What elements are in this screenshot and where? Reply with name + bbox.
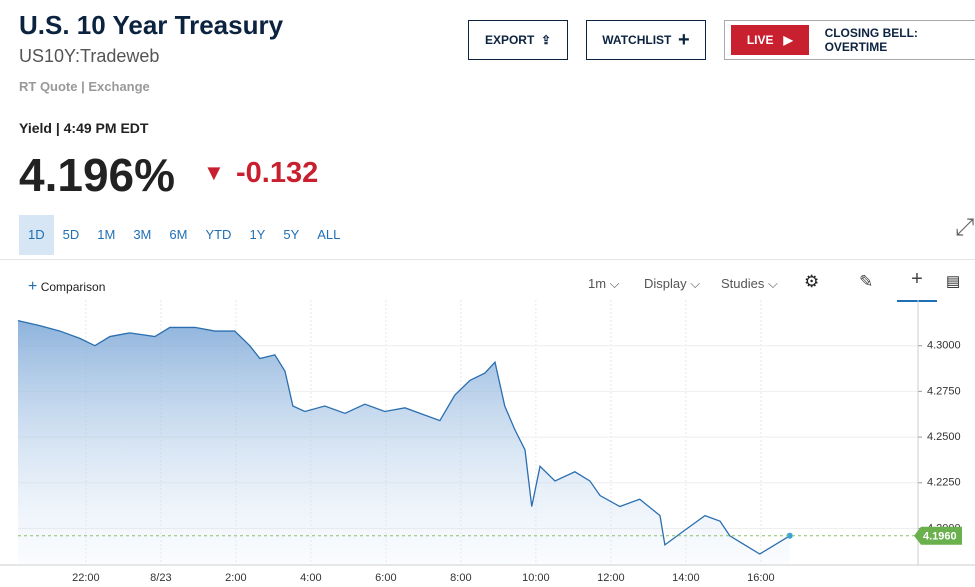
range-tab[interactable]: 5D (62, 227, 80, 242)
range-tab[interactable]: 1Y (249, 227, 266, 242)
label: 1m (588, 276, 607, 291)
crosshair-icon[interactable]: + (897, 268, 937, 302)
down-arrow: ▼ (203, 160, 225, 185)
interval[interactable]: 1m ⌵ (588, 276, 620, 291)
source: Exchange (88, 79, 150, 94)
range-tab[interactable]: 1D (19, 215, 54, 255)
x-tick-label: 22:00 (72, 572, 100, 584)
x-tick-label: 12:00 (597, 572, 625, 584)
range-tabs: 1D 5D 1M 3M 6M YTD 1Y 5Y ALL (19, 215, 349, 255)
price: 4.196% (19, 149, 176, 201)
range-tab[interactable]: 3M (133, 227, 152, 242)
studies[interactable]: Studies ⌵ (721, 276, 778, 291)
y-tick-label: 4.2750 (927, 385, 961, 397)
x-tick-label: 8/23 (150, 572, 171, 584)
x-tick-label: 4:00 (300, 572, 321, 584)
area-fill (18, 320, 790, 565)
title: U.S. 10 Year Treasury (19, 10, 284, 40)
range-tab[interactable]: YTD (205, 227, 232, 242)
current-badge (914, 526, 962, 545)
range-tab[interactable]: 5Y (283, 227, 300, 242)
expand-icon[interactable]: ⤢ (955, 214, 975, 241)
x-tick-label: 6:00 (375, 572, 396, 584)
y-tick-label: 4.2250 (927, 477, 961, 489)
x-tick-label: 8:00 (450, 572, 471, 584)
show: CLOSING BELL: OVERTIME (824, 26, 918, 54)
comparison[interactable]: + Comparison (28, 278, 106, 295)
x-tick-label: 10:00 (522, 572, 550, 584)
label: LIVE (746, 33, 774, 47)
symbol: US10Y:Tradeweb (19, 46, 160, 66)
change: -0.132 (236, 157, 319, 189)
comment-icon[interactable]: ▤ (946, 273, 961, 290)
live-button[interactable]: LIVE ▶ CLOSING BELL: OVERTIME (724, 20, 975, 60)
quote-meta: Yield | 4:49 PM EDT (19, 120, 149, 136)
time: 4:49 PM EDT (63, 120, 149, 136)
label: Studies (721, 276, 765, 291)
export-button[interactable]: EXPORT ⇪ (468, 20, 568, 60)
draw-icon[interactable]: ✎ (859, 272, 874, 291)
chart: 22:00 8/23 2:00 4:00 6:00 8:00 10:00 12:00 14:00… (0, 300, 975, 584)
label: WATCHLIST (602, 33, 672, 47)
divider (0, 259, 975, 260)
watchlist-button[interactable]: WATCHLIST + (586, 20, 706, 60)
label: EXPORT (484, 33, 535, 47)
quote-type: RT Quote (19, 79, 78, 94)
x-tick-label: 2:00 (225, 572, 246, 584)
x-tick-label: 16:00 (747, 572, 775, 584)
label: Comparison (40, 280, 106, 294)
settings-icon[interactable]: ⚙ (804, 272, 820, 291)
y-tick-label: 4.2500 (927, 431, 961, 443)
current-label: 4.1960 (923, 531, 957, 543)
price-line (17, 320, 791, 555)
yield: Yield (19, 120, 52, 136)
range-tab[interactable]: 1M (97, 227, 116, 242)
label: Display (644, 276, 687, 291)
range-tab[interactable]: 6M (169, 227, 188, 242)
x-tick-label: 14:00 (672, 572, 700, 584)
live-badge: LIVE ▶ (731, 25, 809, 55)
quote-source: RT Quote | Exchange (19, 79, 150, 94)
display[interactable]: Display ⌵ (644, 276, 701, 291)
y-tick-label: 4.3000 (927, 340, 961, 352)
range-tab[interactable]: ALL (317, 227, 341, 242)
last-point (786, 532, 793, 539)
